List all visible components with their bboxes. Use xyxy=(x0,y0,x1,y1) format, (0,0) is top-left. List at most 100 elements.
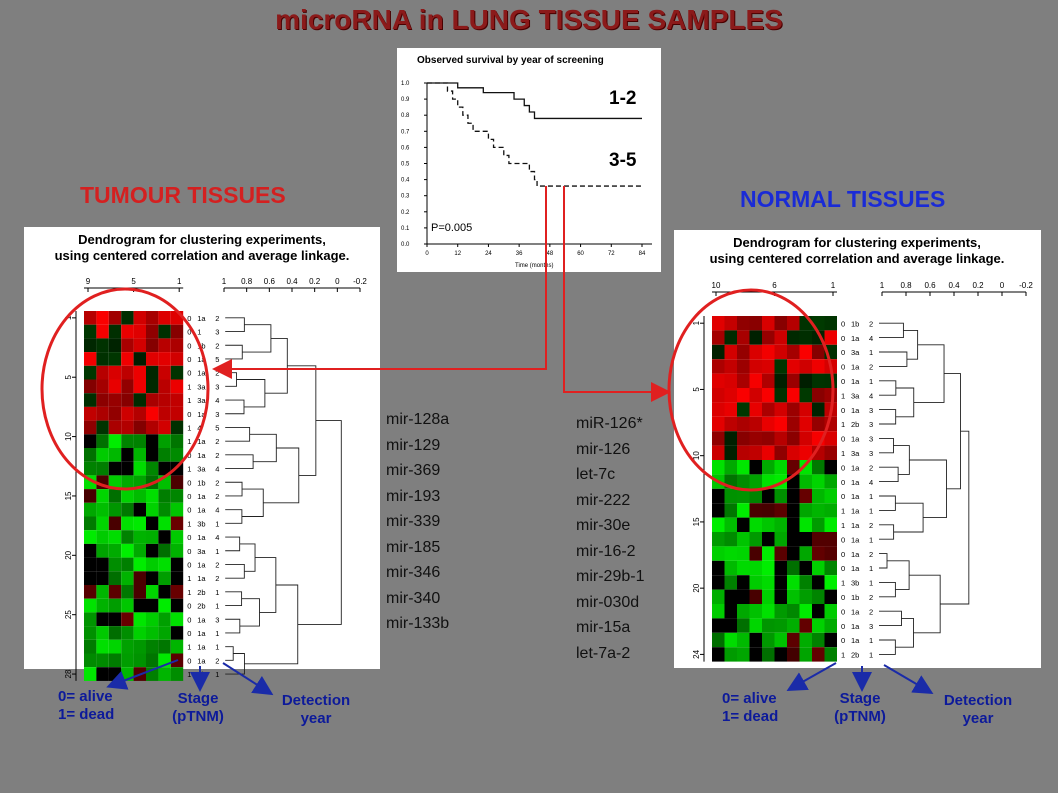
n-heatmap-cell xyxy=(724,474,737,489)
t-dendrogram-branch xyxy=(225,344,243,360)
n-heatmap-cell xyxy=(749,517,762,532)
tumour-mirna-1: mir-129 xyxy=(386,436,441,454)
tumour-panel-title-line2: using centered correlation and average l… xyxy=(55,248,350,263)
n-heatmap-cell xyxy=(787,373,800,388)
n-heatmap-cell xyxy=(762,488,775,504)
tumour-mirna-6: mir-346 xyxy=(386,564,441,581)
survival-y-tick: 0.1 xyxy=(401,226,410,232)
n-year-label: 3 xyxy=(869,449,873,458)
n-heatmap-cell xyxy=(812,532,825,547)
n-stage-label: 1a xyxy=(851,607,860,616)
n-heatmap-cell xyxy=(774,460,787,475)
n-dendrogram-branch xyxy=(879,553,888,569)
t-heatmap-cell xyxy=(108,557,122,572)
t-dendrogram-branch xyxy=(263,447,300,504)
n-stage-label: 2b xyxy=(851,420,859,429)
tumour-tissues-heading: TUMOUR TISSUES xyxy=(80,182,286,208)
n-year-label: 1 xyxy=(869,492,873,501)
t-stage-label: 3b xyxy=(197,519,205,528)
t-heatmap-cell xyxy=(170,420,184,435)
n-heatmap-cell xyxy=(762,388,775,403)
t-row-tick: 28 xyxy=(64,669,73,678)
t-heatmap-cell xyxy=(96,612,109,627)
n-heatmap-cell xyxy=(749,647,762,662)
t-heatmap-cell xyxy=(96,324,109,339)
t-year-label: 4 xyxy=(215,533,219,542)
n-column-tick: 1 xyxy=(831,281,836,290)
n-stage-label: 1a xyxy=(851,564,860,573)
n-heatmap-cell xyxy=(724,560,737,576)
n-heatmap-cell xyxy=(712,532,725,547)
n-heatmap-cell xyxy=(724,503,737,518)
n-heatmap-cell xyxy=(799,330,812,345)
n-heatmap-cell xyxy=(724,546,737,561)
n-heatmap-cell xyxy=(824,546,837,561)
t-heatmap-cell xyxy=(84,393,97,407)
survival-label-3-5: 3-5 xyxy=(609,150,637,171)
t-heatmap-cell xyxy=(170,612,184,627)
n-dendrogram-branch xyxy=(893,445,910,475)
normal-legend-dead: 1= dead xyxy=(722,708,779,725)
n-status-label: 1 xyxy=(841,579,845,588)
t-heatmap-cell xyxy=(121,557,134,572)
t-heatmap-cell xyxy=(170,626,184,640)
n-heatmap-cell xyxy=(799,344,812,360)
survival-y-tick: 0.2 xyxy=(401,210,410,216)
n-heatmap-cell xyxy=(774,373,787,388)
t-heatmap-cell xyxy=(146,475,159,490)
n-heatmap-cell xyxy=(812,416,825,432)
t-year-label: 2 xyxy=(215,574,219,583)
n-heatmap-cell xyxy=(824,388,837,403)
t-heatmap-cell xyxy=(146,338,159,353)
t-heatmap-cell xyxy=(96,434,109,448)
n-heatmap-cell xyxy=(762,589,775,604)
t-stage-label: 1a xyxy=(197,410,206,419)
t-heatmap-cell xyxy=(170,338,184,353)
n-heatmap-cell xyxy=(737,575,750,590)
t-year-label: 1 xyxy=(215,643,219,652)
tumour-legend-year: Detection year xyxy=(268,692,364,728)
n-heatmap-cell xyxy=(799,647,812,662)
t-heatmap-cell xyxy=(108,311,122,325)
t-heatmap-cell xyxy=(108,543,122,558)
n-heatmap-cell xyxy=(774,546,787,561)
t-heatmap-cell xyxy=(84,379,97,394)
n-row-tick: 1 xyxy=(692,320,701,325)
n-heatmap-cell xyxy=(799,589,812,604)
n-stage-label: 1a xyxy=(851,463,860,472)
n-heatmap-cell xyxy=(799,431,812,446)
t-heatmap-cell xyxy=(158,338,171,353)
t-status-label: 0 xyxy=(187,560,191,569)
t-heatmap-cell xyxy=(96,365,109,380)
t-heatmap-cell xyxy=(158,324,171,339)
n-heatmap-cell xyxy=(712,445,725,460)
t-heatmap-cell xyxy=(84,475,97,490)
t-dendrogram-branch xyxy=(236,379,266,408)
t-year-label: 1 xyxy=(215,547,219,556)
t-heatmap-cell xyxy=(158,352,171,366)
n-heatmap-cell xyxy=(799,575,812,590)
t-heatmap-cell xyxy=(158,639,171,654)
t-row-tick: 5 xyxy=(64,374,73,379)
n-column-tick: 6 xyxy=(772,281,777,290)
t-status-label: 1 xyxy=(187,437,191,446)
survival-x-tick: 36 xyxy=(516,251,523,257)
n-heatmap-cell xyxy=(799,560,812,576)
t-heatmap-cell xyxy=(146,393,159,407)
n-heatmap-cell xyxy=(749,460,762,475)
n-heatmap-cell xyxy=(774,560,787,576)
n-heatmap-cell xyxy=(762,618,775,633)
n-heatmap-cell xyxy=(762,359,775,374)
t-heatmap-cell xyxy=(133,434,146,448)
n-heatmap-cell xyxy=(712,575,725,590)
n-heatmap-cell xyxy=(762,647,775,662)
t-column-tick: 1 xyxy=(177,277,182,286)
n-heatmap-cell xyxy=(774,416,787,432)
t-heatmap-cell xyxy=(146,379,159,394)
survival-chart-panel: Observed survival by year of screening 1… xyxy=(397,48,661,272)
n-heatmap-cell xyxy=(712,460,725,475)
t-year-label: 1 xyxy=(215,588,219,597)
t-correlation-tick: 0.4 xyxy=(286,277,298,286)
n-status-label: 1 xyxy=(841,651,845,660)
n-year-label: 2 xyxy=(869,463,873,472)
